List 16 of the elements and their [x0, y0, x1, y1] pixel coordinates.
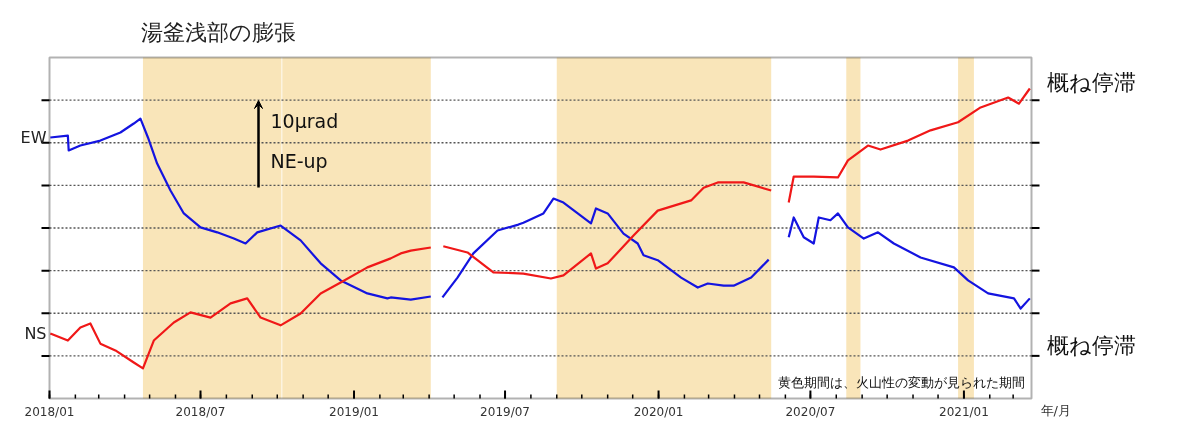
x-tick-label: 2018/07 [175, 404, 226, 419]
text: 概ね停滞 [1046, 70, 1136, 95]
x-tick-label: 2018/01 [24, 404, 75, 419]
series-label: EW [20, 127, 47, 147]
x-tick-label: 2020/07 [785, 404, 836, 419]
series-label: NS [24, 323, 47, 343]
x-tick-label: 2020/01 [633, 404, 684, 419]
text: 概ね停滞 [1046, 333, 1136, 358]
chart-title: 湯釜浅部の膨張 [140, 20, 296, 45]
annotation: 10μrad [270, 109, 339, 132]
x-axis-title: 年/月 [1040, 403, 1071, 418]
annotation: 黄色期間は、火山性の変動が見られた期間 [777, 375, 1025, 390]
x-tick-label: 2019/07 [480, 404, 530, 419]
x-tick-label: 2021/01 [938, 404, 989, 419]
annotation: NE-up [270, 149, 328, 172]
x-tick-label: 2019/01 [329, 404, 379, 419]
